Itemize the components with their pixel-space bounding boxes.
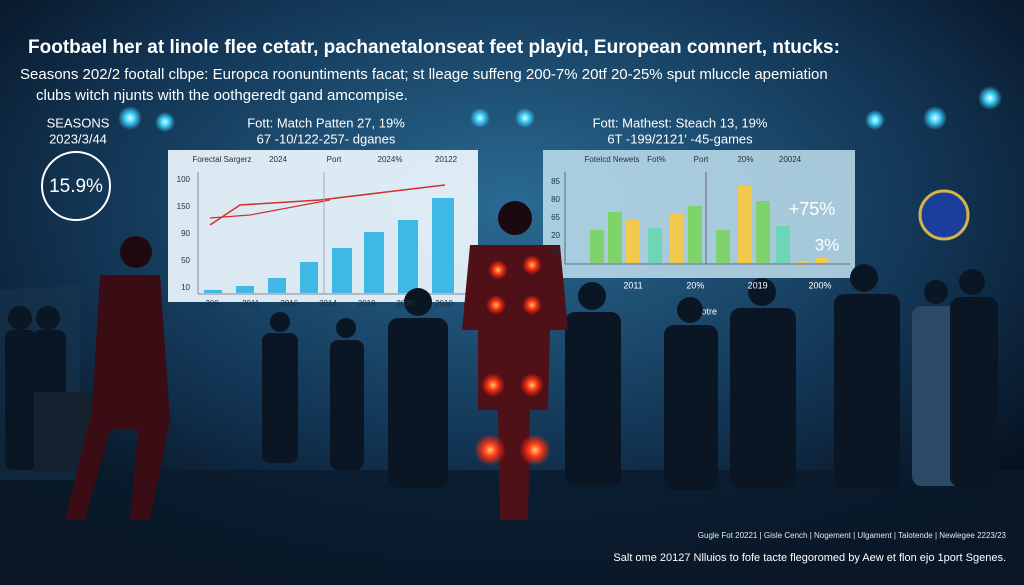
- badge-season: 2023/3/44: [49, 131, 107, 146]
- subtitle-line: clubs witch njunts with the oothgeredt g…: [36, 87, 408, 104]
- x-label: 200: [205, 299, 219, 308]
- panel-subtitle: 67 -10/122-257- dganes: [257, 131, 396, 146]
- panel-header: 2024%: [378, 155, 403, 164]
- y-label: 25: [551, 249, 560, 258]
- y-label: 10: [181, 283, 190, 292]
- x-label: 2020: [396, 299, 414, 308]
- x-label: 2011: [623, 280, 642, 290]
- y-label: 100: [177, 175, 191, 184]
- x-label: 2010: [435, 299, 453, 308]
- y-label: 150: [177, 202, 191, 211]
- left-chart: [197, 172, 470, 295]
- x-label: 2019: [748, 280, 768, 290]
- panel-header: Port: [327, 155, 342, 164]
- lights: [118, 86, 1002, 132]
- panel-title: Fott: Match Patten 27, 19%: [247, 115, 405, 130]
- panel-header: 20024: [779, 155, 802, 164]
- annotation: +75%: [789, 199, 836, 219]
- y-label: 80: [551, 195, 560, 204]
- left-panel: [168, 150, 478, 302]
- x-label: 2016: [280, 299, 298, 308]
- annotation: 3%: [815, 235, 840, 254]
- panel-header: 2024: [269, 155, 287, 164]
- club-crest: [918, 189, 970, 241]
- x-label: 2014: [319, 299, 337, 308]
- footer-caption: Salt ome 20127 Nlluios to fofe tacte fle…: [613, 552, 1006, 564]
- panel-header: Fotelcd Newets: [584, 155, 639, 164]
- y-label: 85: [551, 177, 560, 186]
- panel-title: Fott: Mathest: Steach 13, 19%: [593, 115, 768, 130]
- x-label: 20%: [686, 280, 704, 290]
- panel-header: Forectal Sargerz: [192, 155, 251, 164]
- panel-note: Fotre: [696, 306, 717, 316]
- badge-label: SEASONS: [47, 115, 110, 130]
- footer-links: Gugle Fot 20221 | Gisle Cench | Nogement…: [698, 531, 1007, 540]
- right-chart: [564, 172, 850, 265]
- x-label: 2019: [358, 299, 376, 308]
- panel-subtitle: 6T -199/2121' -45-games: [607, 131, 753, 146]
- panel-header: 20%: [737, 155, 753, 164]
- x-label: 200%: [808, 280, 831, 290]
- badge-ring: [41, 151, 111, 221]
- panel-header: Fot%: [647, 155, 666, 164]
- title: Footbael her at linole flee cetatr, pach…: [28, 37, 840, 58]
- subtitle-line: Seasons 202/2 footall clbpe: Europca roo…: [20, 66, 828, 83]
- x-label: 2011: [242, 299, 260, 308]
- y-label: 20: [551, 231, 560, 240]
- badge-value: 15.9%: [49, 176, 103, 197]
- panel-header: 20122: [435, 155, 458, 164]
- y-label: 65: [551, 213, 560, 222]
- crowd: [0, 236, 998, 520]
- y-label: 90: [181, 229, 190, 238]
- player: [462, 201, 568, 520]
- panel-header: Port: [694, 155, 709, 164]
- y-label: 50: [181, 256, 190, 265]
